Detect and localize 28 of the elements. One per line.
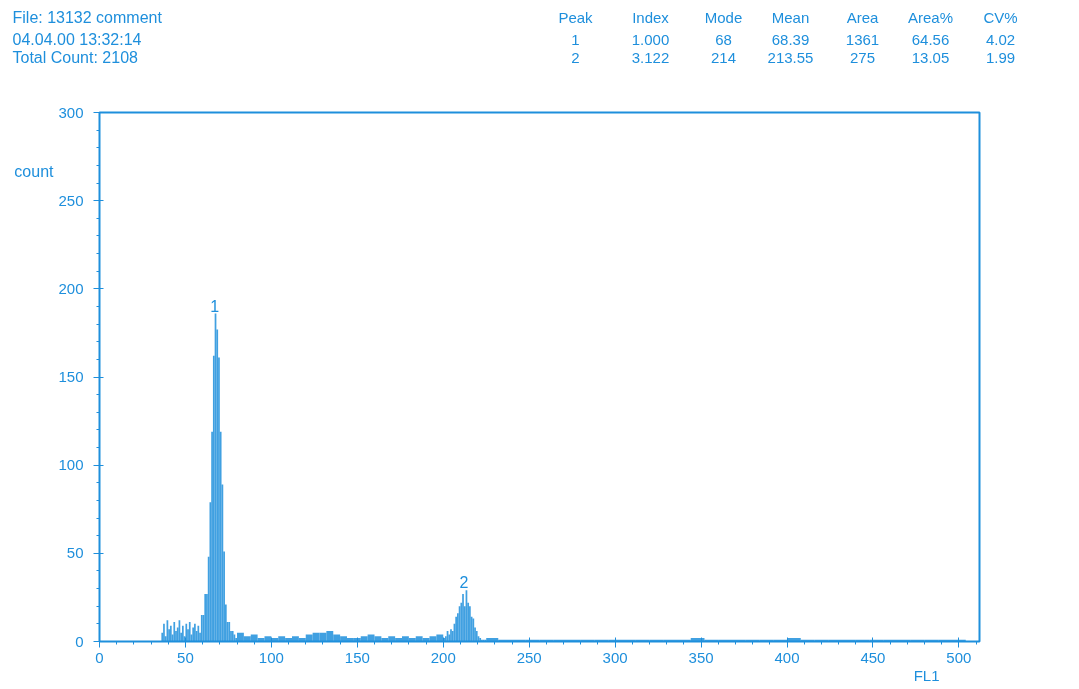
y-tick-label: 50 [66, 544, 84, 562]
x-tick-label: 300 [602, 648, 628, 666]
y-tick-label: 150 [58, 368, 84, 385]
y-tick-label: 300 [58, 103, 84, 121]
text: 04.04.00 13:32:14 [12, 31, 142, 48]
y-tick-label: 200 [58, 279, 84, 297]
text: 2 3.122 214 213.55 275 13.05 1.99 [571, 48, 1016, 66]
text: File: 13132 comment [12, 9, 163, 26]
annotation: 2 [459, 574, 469, 592]
x-tick-label: 450 [860, 648, 886, 666]
x-tick-label: 50 [177, 648, 194, 666]
x-tick-label: 400 [774, 648, 800, 666]
x-tick-label: 500 [946, 648, 972, 666]
y-tick-label: 0 [75, 632, 84, 650]
x-tick-label: 350 [688, 648, 714, 666]
x-tick-label: 100 [258, 648, 284, 666]
x-tick-label: 200 [430, 648, 456, 666]
y-axis-title: count [14, 163, 55, 181]
y-tick-label: 100 [58, 456, 84, 474]
annotation: 1 [210, 297, 220, 315]
y-tick-label: 250 [58, 191, 84, 209]
text: Total Count: 2108 [12, 49, 139, 66]
x-axis-title: FL1 [913, 667, 940, 684]
x-tick-label: 250 [516, 648, 542, 666]
x-tick-label: 150 [344, 648, 370, 666]
x-tick-label: 0 [95, 648, 104, 666]
text: Peak Index Mode Mean Area Area% CV% [558, 9, 1018, 26]
text: 1 1.000 68 68.39 1361 64.56 4.02 [571, 30, 1016, 48]
